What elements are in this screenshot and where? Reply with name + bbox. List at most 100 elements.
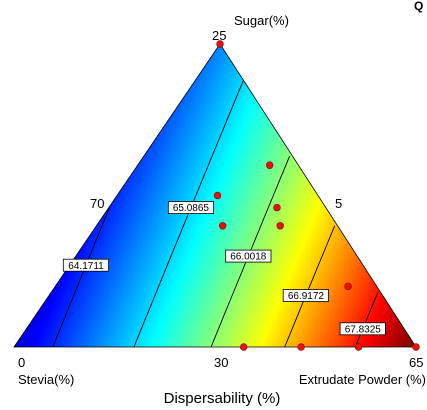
- surface-cell: [182, 86, 186, 90]
- surface-cell: [266, 158, 270, 162]
- surface-cell: [176, 236, 180, 240]
- surface-cell: [215, 152, 219, 156]
- surface-cell: [215, 215, 219, 219]
- surface-cell: [146, 185, 150, 189]
- surface-cell: [308, 203, 312, 207]
- surface-cell: [266, 149, 270, 153]
- surface-cell: [305, 233, 309, 237]
- surface-cell: [266, 212, 270, 216]
- surface-cell: [143, 179, 147, 183]
- surface-cell: [170, 287, 174, 291]
- surface-cell: [185, 134, 189, 138]
- surface-cell: [149, 161, 153, 165]
- surface-cell: [164, 200, 168, 204]
- surface-cell: [269, 233, 273, 237]
- surface-cell: [131, 224, 135, 228]
- surface-cell: [218, 80, 222, 84]
- surface-cell: [185, 224, 189, 228]
- surface-cell: [143, 191, 147, 195]
- surface-cell: [221, 104, 225, 108]
- surface-cell: [242, 173, 246, 177]
- surface-cell: [197, 107, 201, 111]
- surface-cell: [137, 248, 141, 252]
- surface-cell: [119, 278, 123, 282]
- surface-cell: [131, 194, 135, 198]
- surface-cell: [224, 155, 228, 159]
- surface-cell: [245, 275, 249, 279]
- surface-cell: [191, 215, 195, 219]
- surface-cell: [92, 251, 96, 255]
- surface-cell: [248, 212, 252, 216]
- surface-cell: [305, 260, 309, 264]
- surface-cell: [167, 251, 171, 255]
- surface-cell: [242, 68, 246, 72]
- surface-cell: [104, 221, 108, 225]
- surface-cell: [242, 137, 246, 141]
- surface-cell: [164, 152, 168, 156]
- surface-cell: [152, 248, 156, 252]
- surface-cell: [161, 290, 165, 294]
- surface-cell: [167, 197, 171, 201]
- surface-cell: [119, 230, 123, 234]
- surface-cell: [242, 236, 246, 240]
- surface-cell: [239, 173, 243, 177]
- surface-cell: [176, 155, 180, 159]
- surface-cell: [227, 77, 231, 81]
- surface-cell: [134, 281, 138, 285]
- surface-cell: [203, 131, 207, 135]
- surface-cell: [233, 269, 237, 273]
- surface-cell: [284, 134, 288, 138]
- surface-cell: [164, 230, 168, 234]
- surface-cell: [176, 128, 180, 132]
- surface-cell: [170, 122, 174, 126]
- surface-cell: [104, 281, 108, 285]
- surface-cell: [200, 83, 204, 87]
- surface-cell: [326, 239, 330, 243]
- surface-cell: [257, 209, 261, 213]
- surface-cell: [227, 212, 231, 216]
- surface-cell: [176, 122, 180, 126]
- surface-cell: [242, 203, 246, 207]
- surface-cell: [152, 146, 156, 150]
- surface-cell: [314, 281, 318, 285]
- surface-cell: [302, 245, 306, 249]
- surface-cell: [56, 275, 60, 279]
- surface-cell: [263, 239, 267, 243]
- surface-cell: [260, 194, 264, 198]
- surface-cell: [254, 146, 258, 150]
- surface-cell: [260, 290, 264, 294]
- surface-cell: [167, 167, 171, 171]
- surface-cell: [161, 164, 165, 168]
- surface-cell: [332, 242, 336, 246]
- surface-cell: [305, 182, 309, 186]
- surface-cell: [248, 215, 252, 219]
- surface-cell: [128, 236, 132, 240]
- surface-cell: [266, 263, 270, 267]
- surface-cell: [98, 236, 102, 240]
- surface-cell: [104, 203, 108, 207]
- surface-cell: [278, 200, 282, 204]
- surface-cell: [293, 197, 297, 201]
- surface-cell: [191, 182, 195, 186]
- surface-cell: [272, 173, 276, 177]
- surface-cell: [155, 140, 159, 144]
- surface-cell: [206, 248, 210, 252]
- surface-cell: [128, 269, 132, 273]
- surface-cell: [113, 248, 117, 252]
- surface-cell: [194, 263, 198, 267]
- surface-cell: [116, 221, 120, 225]
- surface-cell: [278, 287, 282, 291]
- surface-cell: [164, 116, 168, 120]
- surface-cell: [245, 125, 249, 129]
- surface-cell: [143, 146, 147, 150]
- surface-cell: [230, 152, 234, 156]
- surface-cell: [110, 254, 114, 258]
- surface-cell: [254, 230, 258, 234]
- surface-cell: [200, 164, 204, 168]
- surface-cell: [152, 215, 156, 219]
- surface-cell: [305, 284, 309, 288]
- surface-cell: [155, 266, 159, 270]
- surface-cell: [146, 239, 150, 243]
- surface-cell: [251, 278, 255, 282]
- surface-cell: [269, 266, 273, 270]
